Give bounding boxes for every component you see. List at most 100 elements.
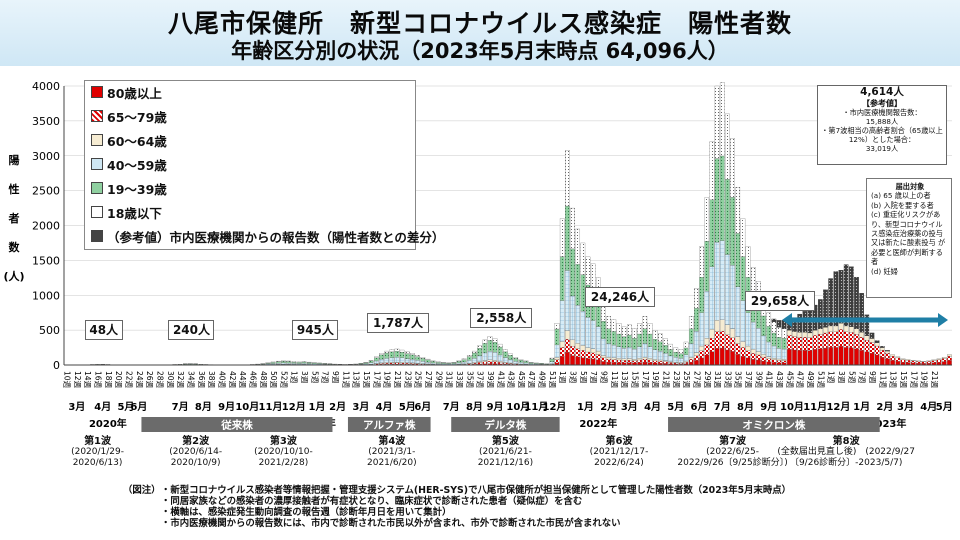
bar-segment: [590, 348, 596, 353]
legend-swatch: [91, 86, 103, 98]
bar-segment: [802, 337, 808, 351]
x-month-label: 5月: [667, 401, 684, 413]
bar-segment: [606, 357, 611, 360]
bar-segment: [580, 357, 586, 366]
bar-segment: [864, 339, 870, 352]
y-axis-label: 陽: [9, 153, 20, 167]
bar-segment: [802, 332, 808, 338]
bar-segment: [699, 277, 704, 313]
bar-segment: [694, 308, 699, 332]
bar-segment: [807, 337, 813, 351]
x-week-tick: 22週: [125, 371, 134, 389]
bar-segment: [461, 361, 467, 364]
bar-segment: [890, 354, 895, 357]
variant-bar: [668, 417, 880, 432]
bar-segment: [657, 333, 663, 342]
x-week-tick: 17週: [641, 371, 650, 389]
bar-segment: [435, 362, 441, 364]
bar-segment: [900, 358, 906, 360]
bar-segment: [565, 351, 570, 366]
bar-segment: [683, 361, 689, 363]
bar-segment: [554, 323, 560, 330]
bar-segment: [678, 358, 684, 363]
bar-segment: [766, 341, 772, 357]
bar-segment: [905, 359, 911, 361]
bar-segment: [750, 353, 756, 360]
bar-segment: [740, 356, 746, 366]
bar-segment: [611, 319, 617, 332]
legend-label: （参考値）市内医療機関からの報告数（陽性者数との差分）: [107, 229, 445, 245]
x-week-tick: 49週: [806, 371, 815, 389]
bar-segment: [730, 138, 735, 198]
bar-segment: [678, 363, 684, 365]
wave-label: 第2波 (2020/6/14- 2020/10/9): [169, 436, 222, 469]
bar-segment: [910, 360, 916, 363]
bar-segment: [740, 347, 746, 357]
bar-segment: [549, 361, 555, 364]
bar-segment-reference: [849, 266, 854, 327]
x-month-label: 6月: [414, 401, 431, 413]
x-week-tick: 51週: [548, 371, 557, 389]
wave-label: 第1波 (2020/1/29- 2020/6/13): [71, 436, 124, 469]
bar-segment: [647, 358, 653, 361]
bar-segment: [281, 362, 286, 365]
bar-segment: [771, 321, 777, 334]
bar-segment: [797, 332, 803, 338]
bar-segment: [611, 357, 617, 360]
x-month-label: 2月: [876, 401, 893, 413]
bar-segment: [606, 359, 611, 363]
x-week-tick: 21週: [661, 371, 670, 389]
bar-segment: [554, 344, 560, 358]
legend-label: 80歳以上: [107, 85, 162, 101]
bar-segment: [823, 327, 828, 334]
note-line1: ・市内医療機関報告数：: [842, 108, 922, 117]
bar-segment: [699, 312, 704, 347]
bar-segment: [523, 361, 529, 364]
x-week-tick: 27週: [692, 371, 701, 389]
bar-segment-reference: [885, 350, 890, 352]
bar-segment: [425, 362, 431, 365]
peak-callout: 240人: [168, 320, 215, 340]
bar-segment: [477, 362, 482, 365]
bar-segment: [947, 354, 952, 357]
bar-segment: [714, 331, 720, 349]
y-tick-label: 500: [39, 324, 60, 337]
bar-segment: [301, 363, 307, 365]
bar-segment: [735, 354, 741, 366]
bar-segment: [492, 352, 498, 361]
bar-segment: [735, 336, 741, 344]
bar-segment: [451, 362, 457, 364]
bar-segment: [374, 357, 379, 362]
bar-segment: [472, 352, 477, 359]
reference-period-arrow: [782, 313, 948, 327]
bar-segment: [688, 343, 694, 358]
peak-callout: 48人: [84, 320, 123, 340]
x-week-tick: 3週: [300, 371, 309, 384]
bar-segment: [523, 362, 529, 365]
wave-label: 第5波 (2021/6/21- 2021/12/16): [478, 436, 533, 469]
bar-segment: [565, 339, 570, 353]
bar-segment: [859, 350, 864, 366]
bar-segment: [714, 242, 720, 321]
bar-segment: [508, 359, 513, 364]
bar-segment: [497, 361, 503, 363]
x-week-tick: 43週: [775, 371, 784, 389]
x-week-tick: 39週: [754, 371, 763, 389]
bar-segment: [688, 357, 694, 360]
bar-segment: [719, 347, 725, 366]
bar-segment-reference: [869, 332, 875, 339]
bar-segment: [456, 360, 462, 362]
bar-segment: [931, 360, 937, 363]
bar-segment: [451, 363, 457, 365]
x-week-tick: 13週: [889, 371, 898, 389]
bar-segment: [281, 360, 286, 362]
peak-callout: 2,558人: [470, 308, 533, 329]
wave-period: 2020/6/13): [72, 458, 123, 468]
x-month-label: 5月: [936, 401, 953, 413]
bar-segment: [389, 357, 395, 363]
bar-segment: [776, 327, 782, 338]
footer-line: ・新型コロナウイルス感染者等情報把握・管理支援システム(HER-SYS)で八尾市…: [161, 485, 792, 496]
bar-segment: [379, 353, 384, 355]
bar-segment: [807, 350, 813, 366]
bar-segment: [575, 264, 581, 306]
